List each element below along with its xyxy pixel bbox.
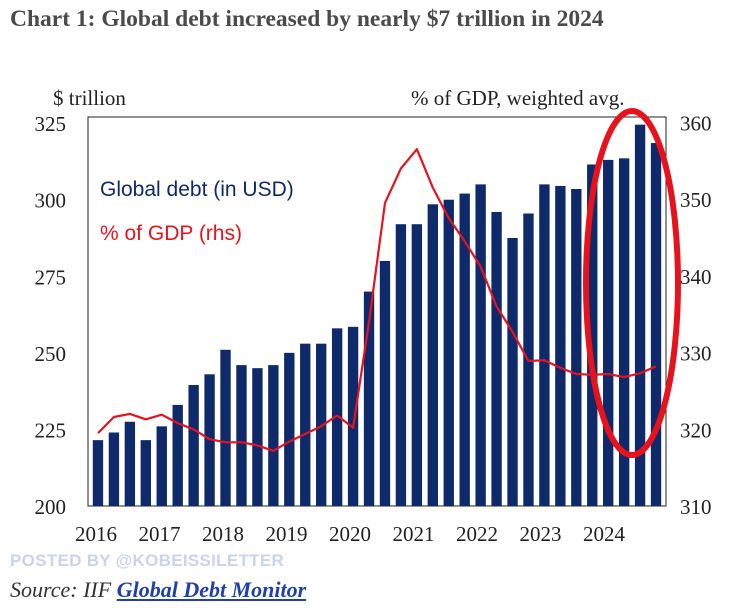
debt-bar xyxy=(379,260,391,506)
debt-bar xyxy=(427,204,438,506)
chart-title: Chart 1: Global debt increased by nearly… xyxy=(10,6,604,32)
left-axis-tick-label: 200 xyxy=(35,495,67,519)
debt-bar xyxy=(539,184,550,506)
right-axis-tick-label: 340 xyxy=(680,265,712,289)
debt-bar xyxy=(220,349,231,506)
left-axis-tick-label: 325 xyxy=(35,112,67,136)
x-axis-tick-label: 2016 xyxy=(75,522,117,546)
debt-bar xyxy=(331,328,343,506)
right-axis-unit: % of GDP, weighted avg. xyxy=(411,86,625,110)
x-axis-tick-label: 2024 xyxy=(583,522,626,546)
x-axis-tick-label: 2018 xyxy=(202,522,244,546)
debt-bar xyxy=(188,385,199,506)
x-axis-tick-label: 2020 xyxy=(329,522,371,546)
posted-by-watermark: POSTED BY @KOBEISSILETTER xyxy=(10,551,285,570)
debt-bar xyxy=(124,421,136,506)
debt-bar xyxy=(268,365,279,506)
debt-bar xyxy=(300,343,311,506)
plot-area-frame xyxy=(87,116,667,507)
debt-bar xyxy=(252,368,263,506)
debt-bar xyxy=(603,159,614,506)
debt-bar xyxy=(363,291,375,506)
debt-bar xyxy=(555,185,566,506)
legend-label: Global debt (in USD) xyxy=(100,178,294,201)
x-axis-tick-label: 2022 xyxy=(456,522,498,546)
debt-bar xyxy=(459,193,470,506)
highlight-ellipse xyxy=(583,108,681,458)
legend-label: % of GDP (rhs) xyxy=(100,222,242,245)
x-axis-tick-label: 2019 xyxy=(266,522,308,546)
debt-bar xyxy=(284,352,295,506)
debt-bar xyxy=(475,184,486,506)
debt-bar xyxy=(443,199,454,506)
right-axis-tick-label: 320 xyxy=(680,418,712,442)
gdp-ratio-line xyxy=(97,148,657,452)
debt-bar xyxy=(316,343,327,506)
debt-bar xyxy=(395,224,407,507)
debt-bar xyxy=(156,426,167,506)
debt-bar xyxy=(411,224,423,507)
debt-bar xyxy=(92,440,104,506)
debt-bar xyxy=(108,432,120,506)
debt-bar xyxy=(571,188,582,506)
debt-bar xyxy=(618,158,630,506)
right-axis-tick-label: 310 xyxy=(680,495,712,519)
right-axis-tick-label: 350 xyxy=(680,188,712,212)
right-axis-tick-label: 330 xyxy=(680,342,712,366)
left-axis-tick-label: 225 xyxy=(35,418,67,442)
source-prefix: Source: IIF xyxy=(10,577,117,602)
right-axis-tick-label: 360 xyxy=(680,111,712,135)
source-note: Source: IIF Global Debt Monitor xyxy=(10,577,306,603)
debt-bar xyxy=(172,404,183,506)
x-axis-tick-label: 2023 xyxy=(520,522,562,546)
left-axis-tick-label: 275 xyxy=(35,265,67,289)
debt-bar xyxy=(587,164,598,506)
source-link[interactable]: Global Debt Monitor xyxy=(116,577,307,602)
debt-bar xyxy=(347,326,359,506)
left-axis-tick-label: 250 xyxy=(35,342,67,366)
x-axis-tick-label: 2021 xyxy=(393,522,435,546)
debt-bar xyxy=(140,440,151,506)
x-axis-tick-label: 2017 xyxy=(139,522,181,546)
debt-bar xyxy=(634,124,646,507)
left-axis-unit: $ trillion xyxy=(53,86,126,110)
left-axis-tick-label: 300 xyxy=(35,189,67,213)
debt-bar xyxy=(650,143,662,506)
debt-bar xyxy=(491,211,502,506)
debt-bar xyxy=(236,365,247,506)
debt-bar xyxy=(507,237,518,506)
